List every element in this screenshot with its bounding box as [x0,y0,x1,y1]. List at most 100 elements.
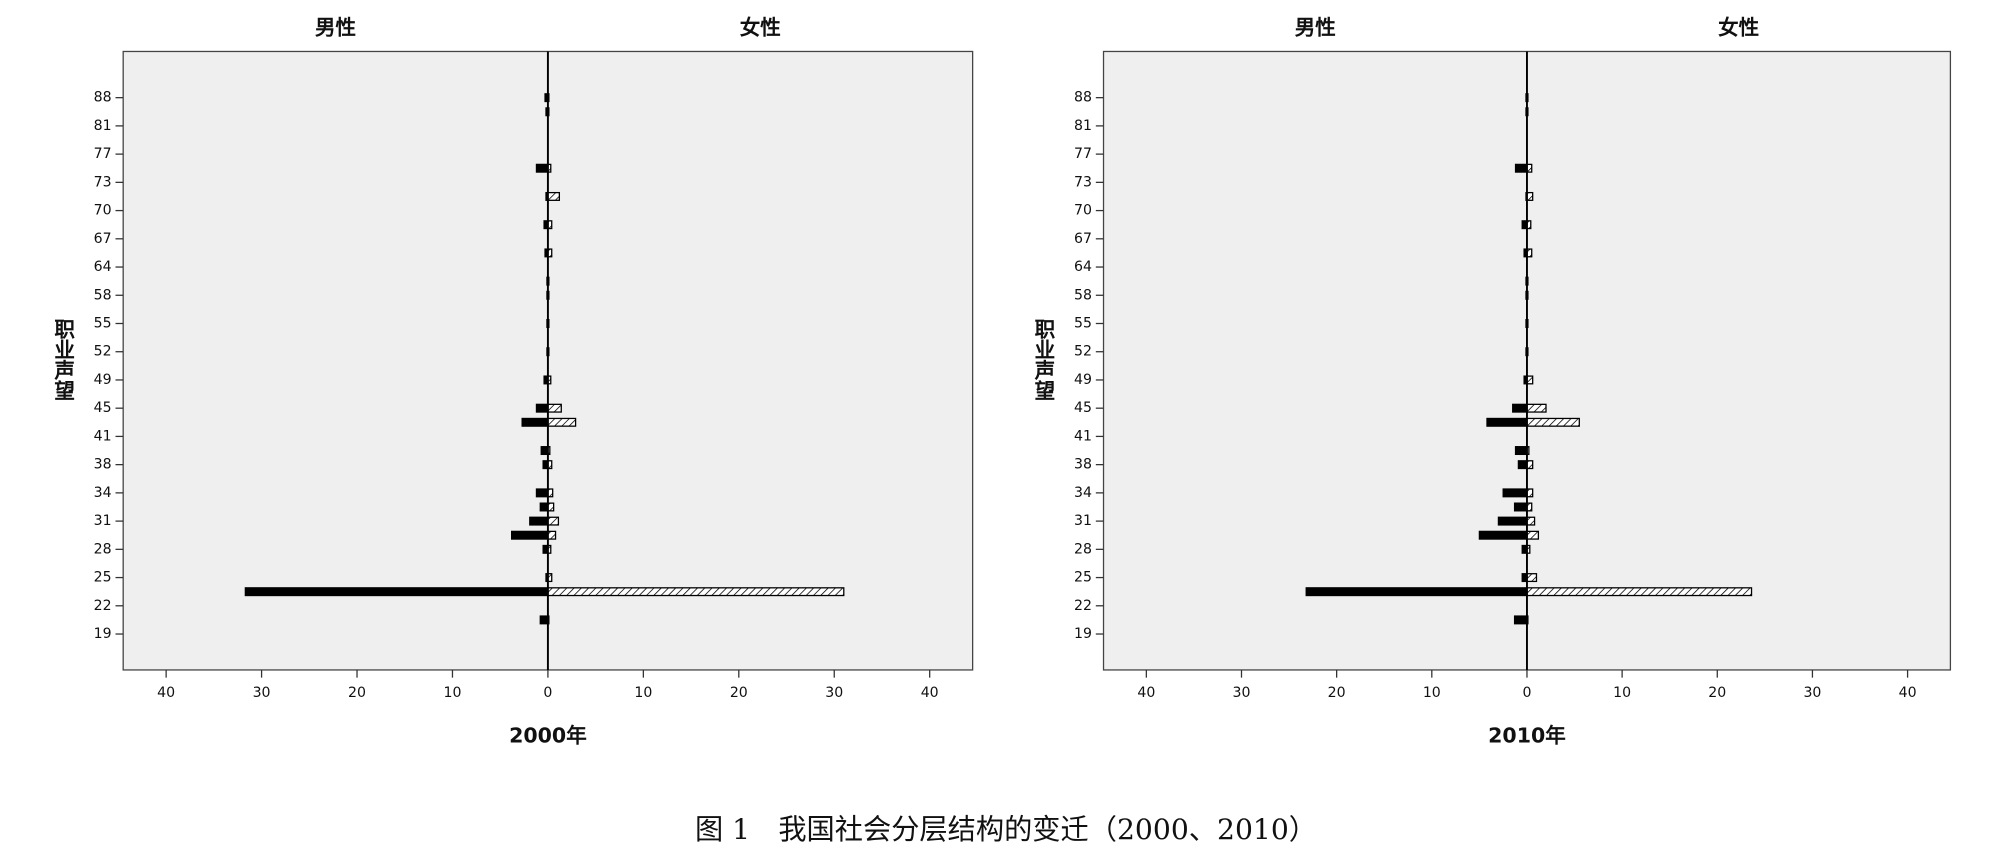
y-tick-label: 49 [94,372,112,388]
y-tick-label: 70 [94,203,112,219]
y-tick-label: 49 [1074,372,1092,388]
y-tick-label: 22 [94,598,112,614]
x-tick-label: 0 [1522,685,1531,701]
male-bar [539,502,549,512]
male-bar [521,417,549,427]
female-bar [547,417,577,427]
male-bar [540,446,549,456]
x-tick-label: 10 [443,685,461,701]
y-tick-label: 52 [94,344,112,360]
x-tick-label: 30 [1803,685,1821,701]
y-tick-label: 28 [94,541,112,557]
female-bar [1526,573,1538,583]
panel-header: 男性 [315,15,356,39]
male-bar [1305,587,1528,597]
y-tick-label: 81 [94,118,112,134]
y-tick-label: 73 [94,174,112,190]
y-tick-label: 52 [1074,344,1092,360]
y-tick-label: 25 [1074,570,1092,586]
x-tick-label: 30 [1233,685,1251,701]
y-tick-label: 25 [94,570,112,586]
y-tick-label: 45 [94,400,112,416]
y-tick-label: 55 [1074,315,1092,331]
female-bar [1526,417,1580,427]
male-bar [1514,446,1528,456]
x-tick-label: 40 [1899,685,1917,701]
male-bar [539,615,549,625]
x-axis-label: 2000年 [509,724,587,748]
male-bar [1514,163,1528,173]
x-tick-label: 30 [825,685,843,701]
x-tick-label: 20 [348,685,366,701]
x-tick-label: 30 [253,685,271,701]
y-tick-label: 38 [94,457,112,473]
y-tick-label: 67 [94,231,112,247]
female-bar [547,191,561,201]
male-bar [1513,502,1528,512]
panel-header: 男性 [1295,15,1336,39]
x-tick-label: 40 [157,685,175,701]
y-tick-label: 19 [1074,626,1092,642]
panel-header: 女性 [740,15,781,39]
panel-header: 女性 [1718,15,1759,39]
y-axis-label: 职业声望 [1031,318,1056,400]
y-tick-label: 31 [1074,513,1092,529]
y-tick-label: 58 [94,287,112,303]
x-tick-label: 10 [634,685,652,701]
male-bar [535,488,549,498]
male-bar [244,587,549,597]
female-bar [1526,516,1536,526]
x-tick-label: 40 [921,685,939,701]
male-bar [535,403,549,413]
female-bar [1526,403,1547,413]
male-bar [1497,516,1528,526]
x-axis-label: 2010年 [1488,724,1566,748]
y-tick-label: 70 [1074,203,1092,219]
male-bar [1513,615,1528,625]
y-tick-label: 31 [94,513,112,529]
x-tick-label: 20 [1328,685,1346,701]
caption: 图 1 我国社会分层结构的变迁（2000、2010） [695,813,1317,846]
y-tick-label: 38 [1074,457,1092,473]
y-tick-label: 45 [1074,400,1092,416]
y-tick-label: 19 [94,626,112,642]
female-bar [547,587,845,597]
male-bar [1478,530,1528,540]
male-bar [535,163,549,173]
male-bar [511,530,549,540]
y-tick-label: 67 [1074,231,1092,247]
y-tick-label: 77 [1074,146,1092,162]
y-tick-label: 64 [94,259,112,275]
y-tick-label: 28 [1074,541,1092,557]
y-tick-label: 41 [94,428,112,444]
y-tick-label: 34 [1074,485,1092,501]
x-tick-label: 40 [1137,685,1155,701]
y-tick-label: 55 [94,315,112,331]
y-tick-label: 64 [1074,259,1092,275]
female-bar [547,516,560,526]
female-bar [1526,587,1753,597]
female-bar [1526,530,1540,540]
female-bar [547,403,562,413]
y-tick-label: 88 [94,90,112,106]
y-tick-label: 81 [1074,118,1092,134]
x-tick-label: 10 [1613,685,1631,701]
y-tick-label: 88 [1074,90,1092,106]
y-tick-label: 22 [1074,598,1092,614]
male-bar [1517,460,1528,470]
y-tick-label: 77 [94,146,112,162]
male-bar [1502,488,1528,498]
y-tick-label: 73 [1074,174,1092,190]
male-bar [529,516,549,526]
y-tick-label: 58 [1074,287,1092,303]
male-bar [1486,417,1528,427]
male-bar [1512,403,1528,413]
x-tick-label: 20 [730,685,748,701]
x-tick-label: 0 [543,685,552,701]
y-tick-label: 34 [94,485,112,501]
x-tick-label: 10 [1423,685,1441,701]
x-tick-label: 20 [1708,685,1726,701]
female-bar [547,530,557,540]
